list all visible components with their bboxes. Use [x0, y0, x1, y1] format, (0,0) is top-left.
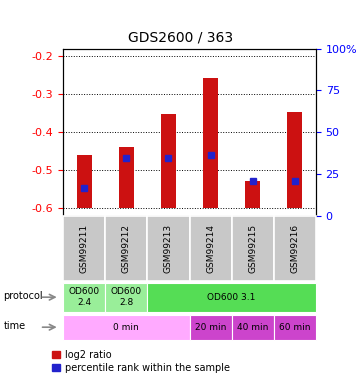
Bar [190, 315, 232, 340]
Bar [105, 216, 147, 281]
Bar [63, 315, 190, 340]
Text: GSM99215: GSM99215 [248, 224, 257, 273]
Text: 60 min: 60 min [279, 322, 310, 332]
Bar [63, 283, 105, 312]
Bar [287, 112, 302, 208]
Bar [147, 216, 190, 281]
Text: OD600 3.1: OD600 3.1 [208, 292, 256, 302]
Text: GSM99213: GSM99213 [164, 224, 173, 273]
Text: 0 min: 0 min [113, 322, 139, 332]
Bar [203, 78, 218, 208]
Text: time: time [4, 321, 26, 331]
Bar [232, 216, 274, 281]
Bar [105, 283, 147, 312]
Bar [232, 315, 274, 340]
Text: OD600
2.4: OD600 2.4 [69, 288, 100, 307]
Text: GSM99214: GSM99214 [206, 224, 215, 273]
Text: protocol: protocol [4, 291, 43, 301]
Bar [161, 114, 176, 208]
Bar [77, 155, 92, 208]
Text: GSM99212: GSM99212 [122, 224, 131, 273]
Legend: log2 ratio, percentile rank within the sample: log2 ratio, percentile rank within the s… [48, 346, 234, 375]
Bar [147, 283, 316, 312]
Bar [119, 147, 134, 208]
Text: OD600
2.8: OD600 2.8 [111, 288, 142, 307]
Text: GDS2600 / 363: GDS2600 / 363 [128, 31, 233, 45]
Text: GSM99216: GSM99216 [290, 224, 299, 273]
Bar [190, 216, 232, 281]
Bar [245, 181, 260, 208]
Text: 40 min: 40 min [237, 322, 268, 332]
Bar [274, 216, 316, 281]
Bar [274, 315, 316, 340]
Text: GSM99211: GSM99211 [80, 224, 89, 273]
Bar [63, 216, 105, 281]
Text: 20 min: 20 min [195, 322, 226, 332]
